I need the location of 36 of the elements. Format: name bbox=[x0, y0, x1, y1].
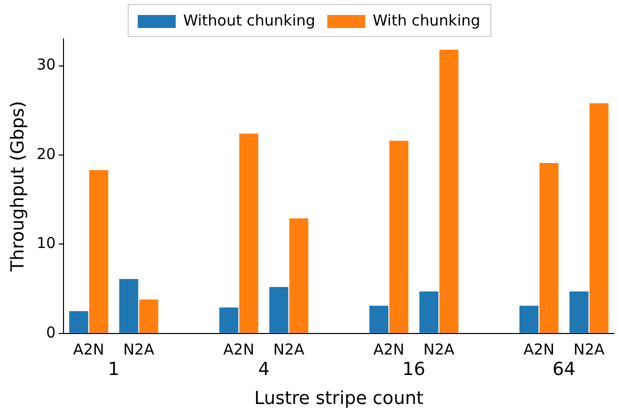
bar bbox=[289, 218, 308, 333]
bar bbox=[119, 278, 138, 333]
legend-label: With chunking bbox=[372, 11, 480, 30]
bar bbox=[589, 103, 608, 333]
bar bbox=[539, 163, 558, 333]
bar bbox=[519, 306, 538, 333]
legend-label: Without chunking bbox=[183, 11, 316, 30]
x-tick-label: A2N bbox=[73, 340, 104, 358]
x-tick-label: A2N bbox=[373, 340, 404, 358]
bar bbox=[389, 140, 408, 333]
x-tick-label: N2A bbox=[273, 340, 306, 358]
x-tick-label: A2N bbox=[223, 340, 254, 358]
y-tick-label: 10 bbox=[36, 234, 56, 252]
x-tick-label: N2A bbox=[573, 340, 606, 358]
x-tick-label: N2A bbox=[423, 340, 456, 358]
bar bbox=[369, 306, 388, 333]
bar bbox=[569, 291, 588, 333]
x-axis-title: Lustre stripe count bbox=[254, 388, 424, 409]
text: 4 bbox=[258, 359, 270, 380]
bar bbox=[219, 308, 238, 333]
bar bbox=[269, 287, 288, 333]
bar bbox=[439, 50, 458, 333]
text: 64 bbox=[552, 359, 576, 380]
y-tick-label: 30 bbox=[36, 56, 56, 74]
x-tick-label: A2N bbox=[523, 340, 554, 358]
bar bbox=[419, 291, 438, 333]
bar bbox=[139, 300, 158, 333]
y-axis-title: Throughput (Gbps) bbox=[7, 100, 28, 272]
text: 1 bbox=[108, 359, 120, 380]
bar bbox=[239, 134, 258, 333]
x-tick-label: N2A bbox=[123, 340, 155, 358]
text: 16 bbox=[402, 359, 426, 380]
bar bbox=[69, 311, 88, 333]
y-tick-label: 20 bbox=[36, 144, 56, 163]
y-tick-label: 0 bbox=[46, 323, 56, 342]
bar bbox=[89, 170, 108, 333]
